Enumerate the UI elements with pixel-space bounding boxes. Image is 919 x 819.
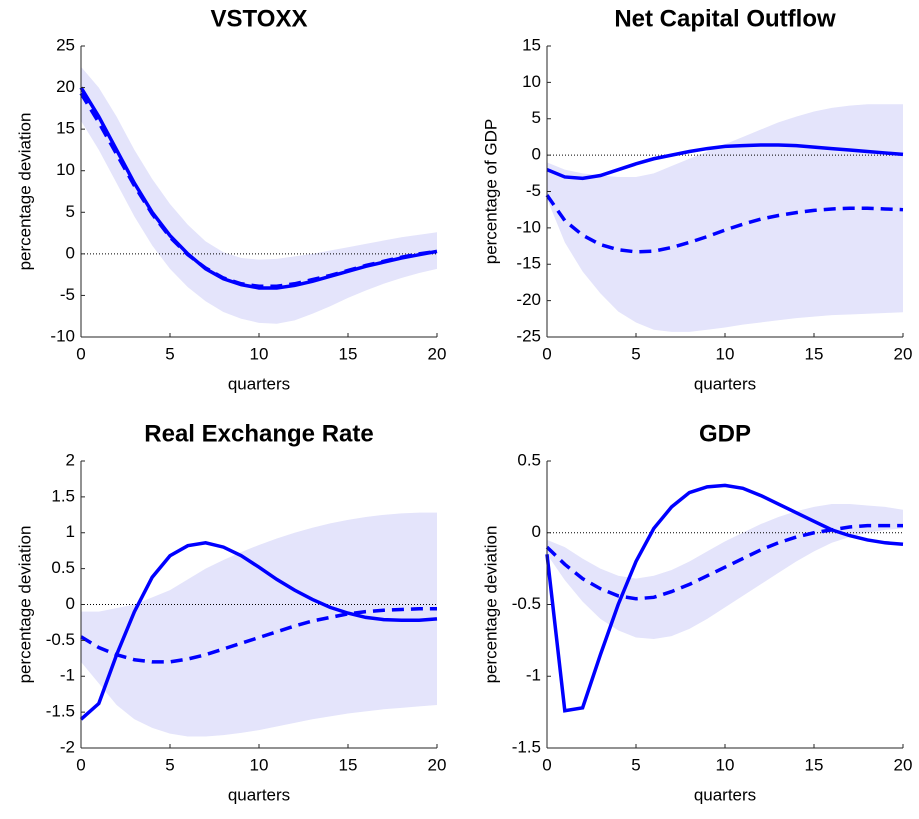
y-tick-label: -5	[60, 285, 75, 304]
y-tick-label: 20	[56, 77, 75, 96]
x-tick-label: 15	[805, 755, 824, 774]
y-axis-label: percentage deviation	[15, 113, 34, 271]
y-tick-label: 10	[56, 160, 75, 179]
subplot: -10 -5 0 5 10 15 20 25 0 5 10 15 20 VSTOXX quarters per…	[15, 5, 446, 393]
x-tick-label: 10	[716, 755, 735, 774]
x-axis-label: quarters	[694, 785, 756, 804]
y-tick-label: 0.5	[517, 450, 541, 469]
y-tick-label: -1	[526, 666, 541, 685]
x-tick-label: 10	[716, 344, 735, 363]
y-tick-label: 0	[532, 522, 541, 541]
y-tick-label: -10	[516, 217, 541, 236]
y-tick-label: -0.5	[512, 594, 541, 613]
series-line	[545, 194, 904, 254]
x-tick-label: 15	[805, 344, 824, 363]
subplot: -25 -20 -15 -10 -5 0 5 10 15 0 5 10 15 20 Net Capital …	[481, 5, 912, 393]
y-tick-label: 5	[532, 108, 541, 127]
x-tick-label: 20	[428, 344, 447, 363]
x-tick-label: 5	[631, 344, 640, 363]
confidence-band	[547, 104, 903, 332]
y-tick-label: -1	[60, 666, 75, 685]
y-axis-label: percentage deviation	[481, 526, 500, 684]
y-tick-label: 25	[56, 35, 75, 54]
series-line	[79, 541, 438, 721]
y-axis-label: percentage deviation	[15, 526, 34, 684]
x-axis-label: quarters	[228, 374, 290, 393]
y-tick-label: 10	[522, 72, 541, 91]
subplot-title: GDP	[699, 420, 751, 447]
x-tick-label: 0	[76, 755, 85, 774]
y-tick-label: 1	[66, 522, 75, 541]
x-tick-label: 5	[631, 755, 640, 774]
x-axis-label: quarters	[228, 785, 290, 804]
x-tick-label: 0	[542, 344, 551, 363]
x-tick-label: 20	[428, 755, 447, 774]
x-tick-label: 0	[542, 755, 551, 774]
series-line	[79, 92, 438, 289]
series-line	[80, 607, 437, 664]
y-tick-label: 15	[522, 35, 541, 54]
x-tick-label: 20	[894, 755, 913, 774]
x-tick-label: 5	[165, 755, 174, 774]
series-line	[546, 143, 904, 181]
y-tick-label: 2	[66, 450, 75, 469]
y-tick-label: -10	[50, 326, 75, 345]
subplot: -1.5 -1 -0.5 0 0.5 0 5 10 15 20 GDP quarters percent…	[481, 420, 912, 804]
series-line	[545, 483, 904, 713]
y-axis-label: percentage of GDP	[481, 119, 500, 265]
y-tick-label: -1.5	[46, 702, 75, 721]
x-tick-label: 10	[250, 755, 269, 774]
y-tick-label: -25	[516, 326, 541, 345]
series-line	[545, 523, 903, 601]
x-tick-label: 0	[76, 344, 85, 363]
y-tick-label: 5	[66, 202, 75, 221]
x-tick-label: 15	[339, 344, 358, 363]
x-tick-label: 15	[339, 755, 358, 774]
y-tick-label: 0	[66, 243, 75, 262]
y-tick-label: 0.5	[51, 558, 75, 577]
y-tick-label: -15	[516, 254, 541, 273]
x-tick-label: 5	[165, 344, 174, 363]
subplot-title: Real Exchange Rate	[144, 420, 373, 447]
y-tick-label: -20	[516, 290, 541, 309]
y-tick-label: 15	[56, 119, 75, 138]
x-axis-label: quarters	[694, 374, 756, 393]
confidence-band	[81, 66, 437, 324]
y-tick-label: 0	[532, 145, 541, 164]
x-tick-label: 20	[894, 344, 913, 363]
y-tick-label: -1.5	[512, 737, 541, 756]
subplot-title: VSTOXX	[211, 5, 308, 32]
confidence-band	[81, 512, 437, 737]
y-tick-label: 1.5	[51, 486, 75, 505]
confidence-band	[547, 504, 903, 639]
y-tick-label: -5	[526, 181, 541, 200]
x-tick-label: 10	[250, 344, 269, 363]
y-tick-label: -0.5	[46, 630, 75, 649]
y-tick-label: 0	[66, 594, 75, 613]
subplot-title: Net Capital Outflow	[614, 5, 836, 32]
y-tick-label: -2	[60, 737, 75, 756]
